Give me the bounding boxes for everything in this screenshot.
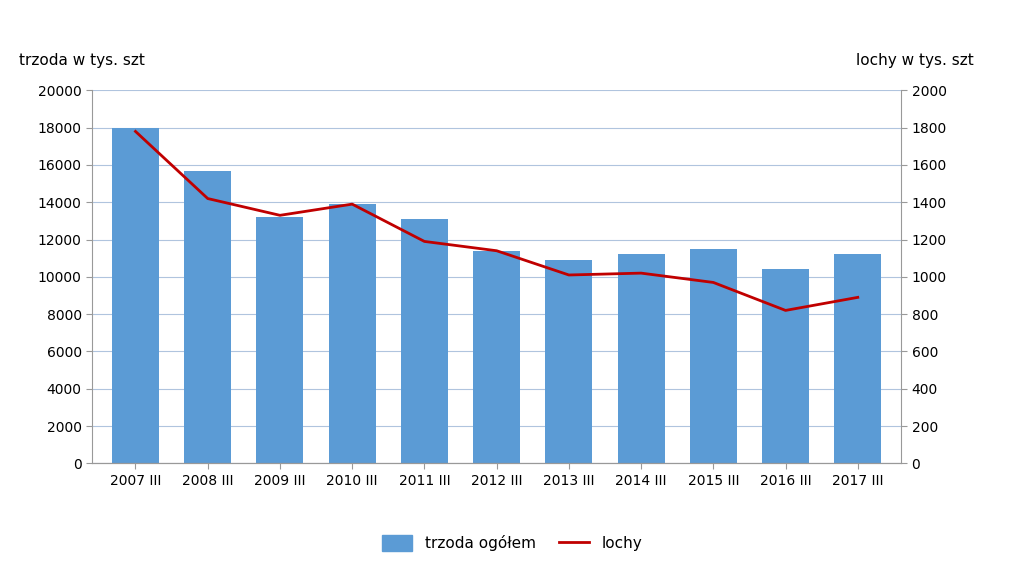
Bar xyxy=(690,249,737,463)
Bar xyxy=(256,217,303,463)
Text: trzoda w tys. szt: trzoda w tys. szt xyxy=(19,53,145,68)
Bar xyxy=(546,260,592,463)
Bar xyxy=(184,171,231,463)
Bar xyxy=(112,128,159,463)
Legend: trzoda ogółem, lochy: trzoda ogółem, lochy xyxy=(376,529,648,557)
Bar xyxy=(762,270,809,463)
Bar xyxy=(329,204,376,463)
Text: lochy w tys. szt: lochy w tys. szt xyxy=(856,53,974,68)
Bar xyxy=(401,219,447,463)
Bar xyxy=(835,254,882,463)
Bar xyxy=(617,254,665,463)
Bar xyxy=(473,251,520,463)
